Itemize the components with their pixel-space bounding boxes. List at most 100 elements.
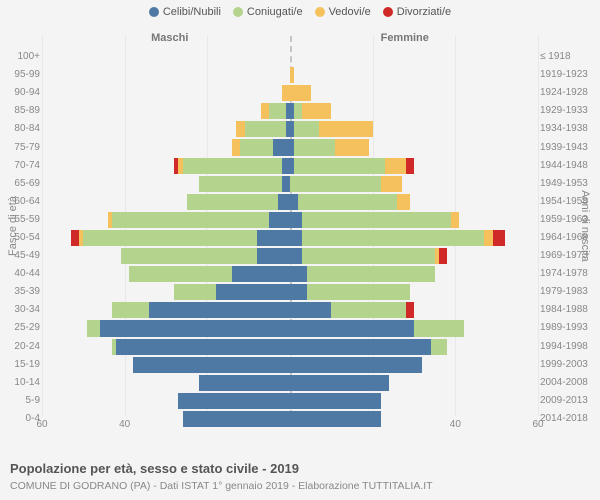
age-label: 45-49 xyxy=(2,250,40,261)
age-row xyxy=(42,247,538,265)
age-label: 35-39 xyxy=(2,286,40,297)
bar-segment-m-ved xyxy=(236,121,244,137)
age-row xyxy=(42,175,538,193)
bar-segment-f-cel xyxy=(290,357,422,373)
bar-segment-f-ved xyxy=(302,103,331,119)
age-label: 0-4 xyxy=(2,413,40,424)
bar-segment-m-cel xyxy=(149,302,290,318)
age-label: 75-79 xyxy=(2,142,40,153)
age-row xyxy=(42,319,538,337)
bar-segment-f-con xyxy=(294,103,302,119)
bar-segment-f-con xyxy=(431,339,448,355)
age-label: 5-9 xyxy=(2,395,40,406)
male-label: Maschi xyxy=(151,32,188,44)
age-row xyxy=(42,120,538,138)
bar-segment-f-con xyxy=(307,266,435,282)
bar-segment-m-con xyxy=(187,194,278,210)
bar-segment-m-con xyxy=(240,139,273,155)
birth-year-label: 2004-2008 xyxy=(540,377,598,388)
legend-swatch-icon xyxy=(315,7,325,17)
bar-segment-m-cel xyxy=(178,393,290,409)
birth-year-label: 1944-1948 xyxy=(540,160,598,171)
bar-segment-f-cel xyxy=(290,411,381,427)
bar-segment-f-con xyxy=(302,248,434,264)
age-label: 95-99 xyxy=(2,69,40,80)
legend-label: Divorziati/e xyxy=(397,6,451,18)
bar-segment-f-div xyxy=(439,248,447,264)
bar-segment-m-ved xyxy=(108,212,112,228)
bar-segment-m-cel xyxy=(133,357,290,373)
chart-title: Popolazione per età, sesso e stato civil… xyxy=(10,461,299,476)
birth-year-label: 1924-1928 xyxy=(540,87,598,98)
age-row xyxy=(42,265,538,283)
legend-item-con: Coniugati/e xyxy=(233,6,303,18)
bar-segment-f-cel xyxy=(290,393,381,409)
bar-segment-m-div xyxy=(174,158,178,174)
age-label: 55-59 xyxy=(2,214,40,225)
age-label: 10-14 xyxy=(2,377,40,388)
age-label: 85-89 xyxy=(2,105,40,116)
age-row xyxy=(42,410,538,428)
birth-year-label: 1959-1963 xyxy=(540,214,598,225)
bar-segment-m-div xyxy=(71,230,79,246)
legend-label: Vedovi/e xyxy=(329,6,371,18)
age-label: 90-94 xyxy=(2,87,40,98)
bar-segment-m-con xyxy=(112,212,269,228)
chart-subtitle: COMUNE DI GODRANO (PA) - Dati ISTAT 1° g… xyxy=(10,480,433,492)
legend-item-ved: Vedovi/e xyxy=(315,6,371,18)
age-row xyxy=(42,48,538,66)
bar-segment-m-cel xyxy=(216,284,290,300)
age-row xyxy=(42,193,538,211)
bar-segment-f-cel xyxy=(290,266,307,282)
bar-segment-m-cel xyxy=(282,158,290,174)
bar-segment-m-cel xyxy=(257,230,290,246)
age-row xyxy=(42,374,538,392)
bar-segment-f-con xyxy=(290,176,381,192)
age-row xyxy=(42,66,538,84)
bar-segment-f-con xyxy=(294,121,319,137)
bar-segment-f-ved xyxy=(290,67,294,83)
bar-segment-m-cel xyxy=(269,212,290,228)
bar-segment-f-ved xyxy=(397,194,409,210)
age-label: 15-19 xyxy=(2,359,40,370)
birth-year-label: 2009-2013 xyxy=(540,395,598,406)
bar-segment-m-ved xyxy=(178,158,182,174)
bar-segment-m-ved xyxy=(282,85,290,101)
legend-swatch-icon xyxy=(233,7,243,17)
birth-year-label: 1939-1943 xyxy=(540,142,598,153)
legend-item-div: Divorziati/e xyxy=(383,6,451,18)
bar-segment-f-cel xyxy=(290,194,298,210)
birth-year-label: 1994-1998 xyxy=(540,341,598,352)
age-label: 100+ xyxy=(2,51,40,62)
age-row xyxy=(42,356,538,374)
birth-year-label: 1999-2003 xyxy=(540,359,598,370)
age-label: 50-54 xyxy=(2,232,40,243)
age-label: 30-34 xyxy=(2,304,40,315)
bar-segment-m-ved xyxy=(232,139,240,155)
birth-year-label: 1979-1983 xyxy=(540,286,598,297)
bar-segment-m-cel xyxy=(257,248,290,264)
bar-segment-m-con xyxy=(245,121,286,137)
bar-segment-f-cel xyxy=(290,284,307,300)
bar-segment-f-cel xyxy=(290,302,331,318)
bar-segment-f-cel xyxy=(290,320,414,336)
bar-segment-m-con xyxy=(199,176,282,192)
pyramid-chart: Maschi Femmine 0202040406060 xyxy=(42,36,538,430)
birth-year-label: 2014-2018 xyxy=(540,413,598,424)
birth-year-label: 1954-1958 xyxy=(540,196,598,207)
age-row xyxy=(42,84,538,102)
bar-segment-f-con xyxy=(302,230,484,246)
bar-segment-m-ved xyxy=(261,103,269,119)
bar-segment-m-con xyxy=(174,284,215,300)
bar-segment-m-cel xyxy=(116,339,290,355)
bar-segment-m-cel xyxy=(183,411,290,427)
bar-segment-m-cel xyxy=(232,266,290,282)
age-label: 60-64 xyxy=(2,196,40,207)
bar-segment-m-cel xyxy=(100,320,290,336)
legend-item-cel: Celibi/Nubili xyxy=(149,6,221,18)
bar-segment-f-con xyxy=(302,212,451,228)
bar-segment-m-con xyxy=(83,230,257,246)
age-row xyxy=(42,138,538,156)
birth-year-label: 1974-1978 xyxy=(540,268,598,279)
age-row xyxy=(42,301,538,319)
